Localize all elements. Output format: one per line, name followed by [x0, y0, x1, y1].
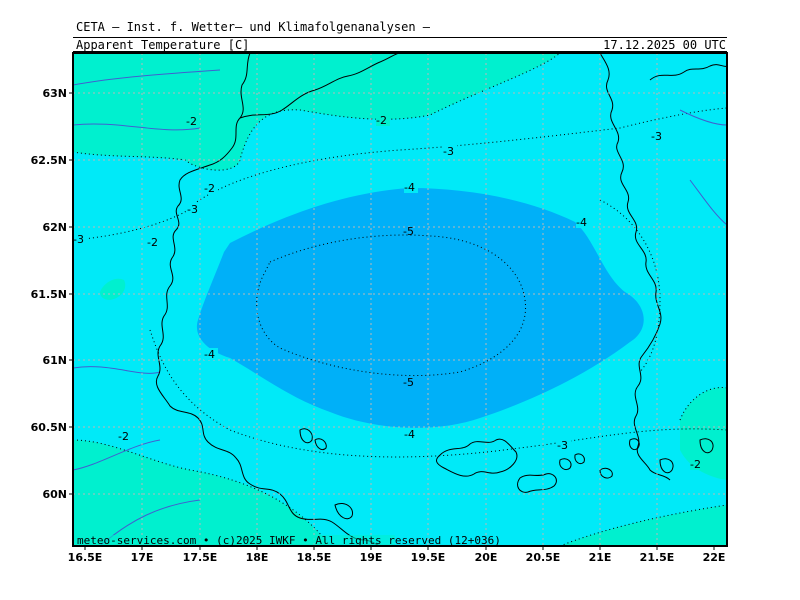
contour-label: -4	[404, 181, 415, 194]
archipelago	[436, 438, 518, 477]
contour-label: -2	[690, 458, 701, 471]
lon-tick-label: 18.5E	[297, 551, 332, 564]
contour-label: -4	[576, 216, 587, 229]
border-line	[73, 123, 201, 131]
isotherm-minus2-north	[73, 53, 561, 171]
isotherm-minus2-southwest	[73, 439, 331, 546]
contour-label: -2	[204, 182, 215, 195]
island	[574, 453, 585, 465]
lat-tick-label: 61N	[42, 354, 67, 367]
contour-label: -5	[403, 225, 414, 238]
lon-tick-label: 20.5E	[526, 551, 561, 564]
lat-tick-label: 60N	[42, 488, 67, 501]
coastline-northeast	[649, 64, 727, 81]
axis-ticks	[69, 92, 715, 550]
graticule	[73, 53, 727, 546]
contour-label: -3	[651, 130, 662, 143]
isotherm-minus5	[256, 234, 527, 377]
warm-area-north	[73, 53, 560, 171]
island	[559, 458, 572, 471]
chart-title: CETA — Inst. f. Wetter— und Klimafolgena…	[76, 20, 431, 34]
contour-label: -2	[186, 115, 197, 128]
contour-label: -3	[187, 203, 198, 216]
contour-labels: -2 -2 -2 -2 -2 -2 -3 -3 -3 -3 -3 -4 -4 -…	[73, 114, 704, 471]
archipelago	[517, 473, 557, 493]
contour-label: -3	[443, 145, 454, 158]
lat-tick-label: 62N	[42, 221, 67, 234]
border-line	[73, 366, 161, 374]
contour-label: -4	[404, 428, 415, 441]
contour-label: -2	[376, 114, 387, 127]
lat-tick-label: 61.5N	[31, 288, 67, 301]
coastline-east	[599, 53, 671, 481]
contour-label: -5	[403, 376, 414, 389]
lon-tick-label: 22E	[703, 551, 726, 564]
contour-label: -3	[557, 439, 568, 452]
island	[659, 458, 674, 474]
lat-tick-label: 63N	[42, 87, 67, 100]
contour-label: -3	[73, 233, 84, 246]
cold-core-area	[196, 188, 644, 428]
isotherm-minus3-north	[73, 107, 727, 241]
longitude-labels: 16.5E 17E 17.5E 18E 18.5E 19E 19.5E 20E …	[68, 551, 726, 564]
isotherm-lines	[73, 53, 727, 546]
isotherm-minus2-southeast	[559, 504, 727, 546]
lat-tick-label: 62.5N	[31, 154, 67, 167]
border-line	[73, 439, 161, 471]
valid-time: 17.12.2025 00 UTC	[603, 38, 726, 52]
lat-tick-label: 60.5N	[31, 421, 67, 434]
lon-tick-label: 19.5E	[411, 551, 446, 564]
lon-tick-label: 20E	[475, 551, 498, 564]
lon-tick-label: 21E	[589, 551, 612, 564]
border-line	[689, 179, 727, 226]
island	[599, 467, 613, 479]
lon-tick-label: 17E	[131, 551, 154, 564]
map-area: -2 -2 -2 -2 -2 -2 -3 -3 -3 -3 -3 -4 -4 -…	[73, 53, 727, 547]
lon-tick-label: 17.5E	[183, 551, 218, 564]
warm-patch-west	[100, 278, 126, 300]
island	[334, 502, 354, 520]
border-line	[73, 69, 221, 86]
map-frame	[72, 52, 728, 547]
contour-label: -2	[147, 236, 158, 249]
island	[629, 438, 640, 451]
lon-tick-label: 19E	[360, 551, 383, 564]
coastline-northwest	[239, 53, 401, 119]
warm-area-east	[680, 387, 727, 480]
isotherm-minus2-east	[679, 386, 727, 421]
lon-tick-label: 21.5E	[640, 551, 675, 564]
island	[699, 438, 714, 454]
coastline-west	[156, 53, 381, 546]
isotherm-minus3-south	[149, 329, 727, 458]
header-rule-top	[73, 37, 727, 38]
warm-area-southeast	[560, 505, 727, 546]
copyright-credit: meteo-services.com • (c)2025 IWKF • All …	[77, 534, 501, 547]
header-rule-bottom	[73, 51, 727, 52]
island	[314, 438, 327, 451]
island	[299, 428, 313, 444]
parameter-label: Apparent_Temperature_[C]	[76, 38, 250, 52]
lon-tick-label: 16.5E	[68, 551, 103, 564]
contour-label: -2	[118, 430, 129, 443]
border-line	[679, 109, 727, 126]
coastlines	[156, 53, 727, 546]
latitude-labels: 63N 62.5N 62N 61.5N 61N 60.5N 60N	[31, 87, 67, 501]
lon-tick-label: 18E	[246, 551, 269, 564]
contour-label: -4	[204, 348, 215, 361]
